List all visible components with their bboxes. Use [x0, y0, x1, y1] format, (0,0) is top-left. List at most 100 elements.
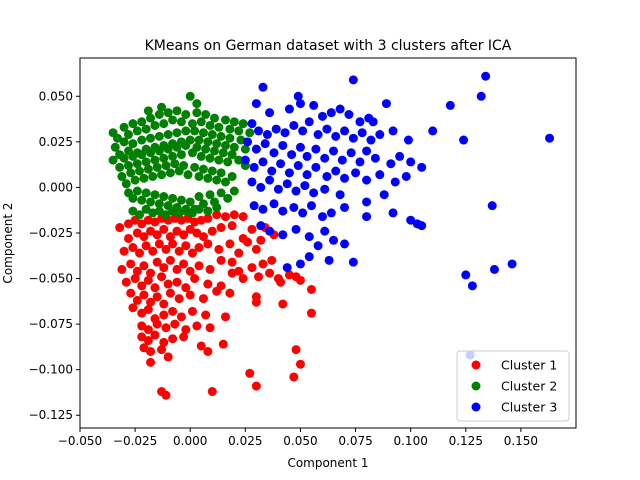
- point-cluster-3-54: [362, 146, 372, 156]
- point-cluster-2-34: [110, 142, 120, 152]
- point-cluster-2-55: [203, 137, 213, 147]
- point-cluster-3-48: [311, 144, 321, 154]
- point-cluster-1-5: [150, 217, 160, 227]
- y-tick-label: 0.000: [39, 180, 73, 194]
- point-cluster-2-4: [128, 119, 138, 129]
- point-cluster-1-29: [198, 232, 208, 242]
- point-cluster-3-24: [280, 128, 290, 138]
- point-cluster-1-44: [168, 239, 178, 249]
- point-cluster-1-118: [168, 306, 178, 316]
- x-tick-label: 0.050: [283, 434, 317, 448]
- point-cluster-3-92: [269, 199, 279, 209]
- point-cluster-3-21: [254, 126, 264, 136]
- point-cluster-1-59: [139, 261, 149, 271]
- point-cluster-2-122: [141, 188, 151, 198]
- point-cluster-2-27: [234, 126, 244, 136]
- x-tick-label: −0.025: [113, 434, 157, 448]
- point-cluster-1-54: [251, 244, 261, 254]
- point-cluster-3-78: [256, 182, 266, 192]
- point-cluster-1-119: [176, 312, 186, 322]
- point-cluster-3-83: [300, 181, 310, 191]
- point-cluster-1-53: [243, 237, 253, 247]
- point-cluster-2-130: [176, 195, 186, 205]
- point-cluster-3-13: [317, 111, 327, 121]
- point-cluster-2-18: [192, 108, 202, 118]
- point-cluster-1-30: [207, 226, 217, 236]
- point-cluster-3-58: [406, 157, 416, 167]
- point-cluster-2-143: [141, 204, 151, 214]
- legend-box: [456, 350, 570, 422]
- point-cluster-1-117: [159, 310, 169, 320]
- point-cluster-1-136: [179, 332, 189, 342]
- point-cluster-3-108: [291, 224, 301, 234]
- point-cluster-1-115: [143, 305, 153, 315]
- point-cluster-1-127: [170, 319, 180, 329]
- point-cluster-2-16: [181, 110, 191, 119]
- point-cluster-2-98: [139, 173, 149, 183]
- point-cluster-1-46: [181, 241, 191, 251]
- point-cluster-2-83: [196, 151, 206, 161]
- point-cluster-3-107: [278, 230, 288, 240]
- point-cluster-3-75: [390, 177, 400, 187]
- point-cluster-1-145: [295, 359, 305, 369]
- point-cluster-1-18: [124, 233, 133, 243]
- point-cluster-2-33: [143, 106, 153, 116]
- point-cluster-3-91: [258, 204, 268, 214]
- point-cluster-2-36: [119, 137, 129, 147]
- point-cluster-2-140: [229, 186, 239, 196]
- point-cluster-2-112: [203, 173, 213, 183]
- point-cluster-1-111: [278, 299, 288, 309]
- point-cluster-1-67: [194, 261, 204, 271]
- point-cluster-1-140: [146, 346, 156, 356]
- x-tick-label: 0.075: [338, 434, 372, 448]
- point-cluster-2-64: [108, 155, 118, 165]
- point-cluster-1-94: [306, 284, 316, 294]
- point-cluster-2-100: [148, 171, 158, 181]
- point-cluster-1-85: [203, 279, 213, 289]
- point-cluster-3-12: [309, 100, 319, 110]
- point-cluster-3-87: [362, 197, 372, 207]
- point-cluster-2-66: [119, 153, 129, 163]
- point-cluster-3-2: [348, 75, 358, 85]
- point-cluster-1-124: [143, 325, 153, 335]
- point-cluster-3-119: [461, 270, 471, 280]
- point-cluster-1-13: [203, 213, 213, 223]
- point-cluster-1-78: [143, 275, 153, 285]
- x-tick-label: 0.150: [504, 434, 538, 448]
- point-cluster-1-149: [251, 381, 261, 391]
- point-cluster-1-134: [159, 337, 169, 347]
- point-cluster-1-38: [128, 243, 138, 253]
- point-cluster-2-8: [146, 113, 156, 123]
- x-tick-label: 0.025: [228, 434, 262, 448]
- point-cluster-2-71: [141, 157, 151, 167]
- point-cluster-3-31: [340, 126, 350, 136]
- point-cluster-2-6: [137, 117, 147, 127]
- point-cluster-1-152: [207, 387, 217, 397]
- point-cluster-3-0: [258, 82, 268, 92]
- point-cluster-2-88: [218, 148, 228, 158]
- point-cluster-2-13: [168, 115, 178, 125]
- point-cluster-3-45: [287, 150, 297, 160]
- point-cluster-1-142: [163, 352, 173, 362]
- point-cluster-3-122: [507, 259, 517, 269]
- point-cluster-2-74: [154, 146, 164, 156]
- point-cluster-1-65: [179, 259, 189, 269]
- point-cluster-2-79: [176, 150, 186, 160]
- point-cluster-3-65: [284, 168, 294, 178]
- point-cluster-2-1: [112, 133, 122, 143]
- point-cluster-3-77: [247, 177, 257, 187]
- point-cluster-2-17: [187, 119, 197, 129]
- point-cluster-1-17: [238, 212, 248, 222]
- point-cluster-1-128: [181, 325, 191, 335]
- point-cluster-2-2: [119, 122, 129, 132]
- point-cluster-2-23: [214, 122, 224, 132]
- point-cluster-3-39: [459, 135, 469, 145]
- point-cluster-3-116: [348, 257, 358, 267]
- point-cluster-1-146: [146, 357, 156, 367]
- point-cluster-1-148: [289, 372, 299, 382]
- point-cluster-1-55: [256, 235, 266, 245]
- point-cluster-3-81: [282, 179, 292, 189]
- point-cluster-3-35: [375, 130, 385, 140]
- point-cluster-1-76: [130, 274, 140, 284]
